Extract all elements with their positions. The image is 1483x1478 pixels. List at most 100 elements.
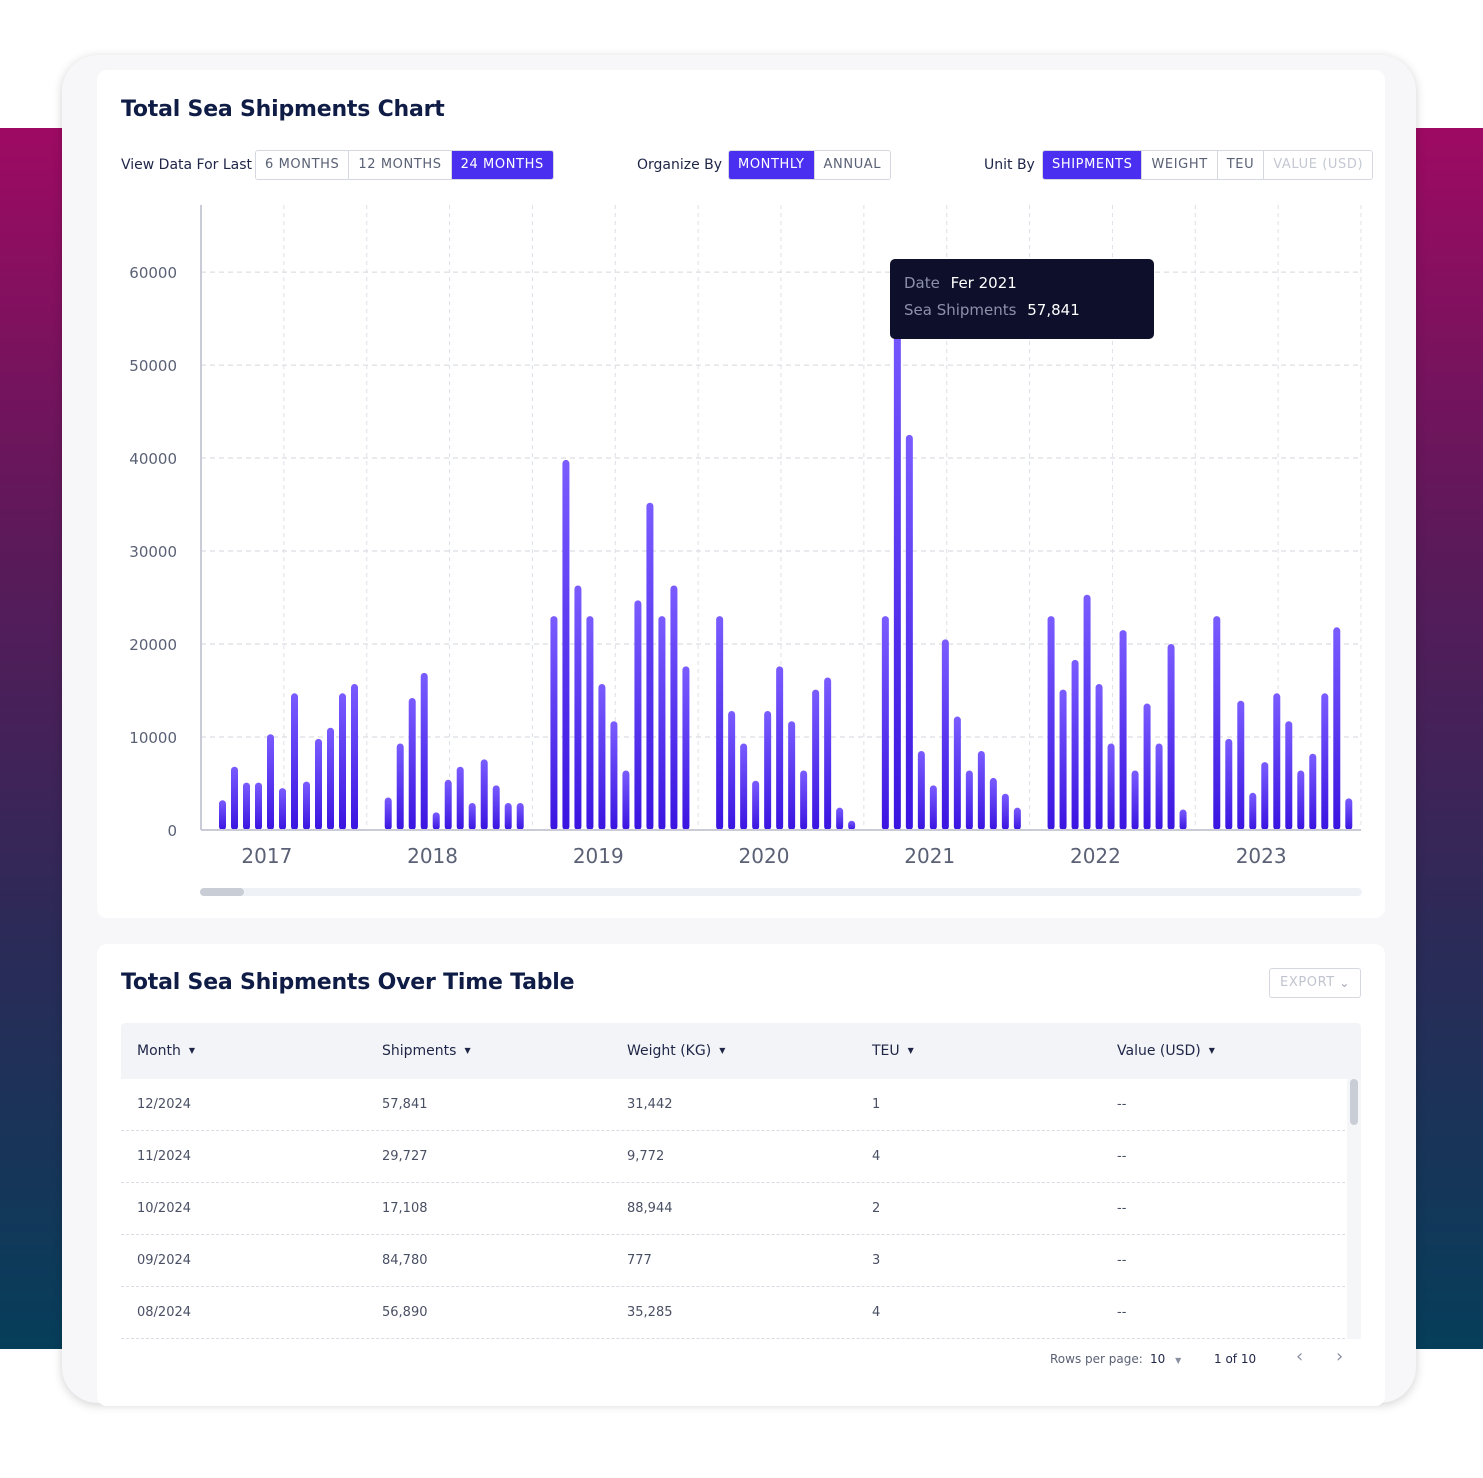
bar-2019-7 [622, 770, 630, 830]
table-title: Total Sea Shipments Over Time Table [121, 970, 575, 995]
unit-value-usd-button[interactable]: VALUE (USD) [1264, 151, 1373, 179]
export-label: EXPORT [1280, 975, 1335, 990]
bar-2017-7 [291, 693, 298, 830]
cell-shipments: 56,890 [382, 1305, 428, 1320]
x-tick-label: 2021 [904, 844, 955, 868]
bar-2020-11 [836, 807, 844, 830]
bar-2020-7 [788, 721, 796, 830]
x-tick-label: 2022 [1070, 844, 1121, 868]
bar-2021-1 [881, 616, 889, 830]
bar-2018-3 [408, 697, 416, 830]
chart-title: Total Sea Shipments Chart [121, 97, 445, 122]
bar-2022-3 [1071, 659, 1079, 830]
y-tick-label: 30000 [129, 543, 177, 561]
cell-teu: 4 [872, 1305, 881, 1320]
x-tick-label: 2019 [573, 844, 624, 868]
x-tick-label: 2020 [739, 844, 790, 868]
bar-2019-12 [682, 666, 690, 830]
unit-weight-button[interactable]: WEIGHT [1142, 151, 1218, 179]
bar-2017-4 [255, 782, 262, 830]
cell-shipments: 29,727 [382, 1149, 428, 1164]
bar-2017-5 [267, 734, 274, 830]
unit-teu-button[interactable]: TEU [1217, 151, 1265, 179]
organize-by-segmented: MONTHLY ANNUAL [728, 150, 892, 180]
export-button[interactable]: EXPORT ⌄ [1269, 968, 1361, 998]
cell-month: 09/2024 [137, 1253, 192, 1268]
shipments-bar-chart: 0 10000 20000 30000 40000 50000 60000 2017 2018 2… [129, 205, 1362, 868]
bar-2017-10 [327, 727, 334, 830]
bar-2022-11 [1167, 644, 1175, 830]
y-tick-label: 40000 [129, 450, 177, 468]
bar-2020-10 [824, 677, 832, 830]
tooltip-metric-key: Sea Shipments [904, 301, 1017, 319]
table-header: Month ▼ Shipments ▼ Weight (KG) ▼ TEU ▼ Valu… [121, 1023, 1361, 1079]
y-tick-label: 50000 [129, 357, 177, 375]
bar-2017-11 [339, 693, 346, 830]
bar-2017-3 [243, 782, 250, 830]
bar-2019-6 [610, 721, 618, 830]
cell-value: -- [1117, 1097, 1127, 1112]
bar-2021-10 [989, 777, 997, 830]
bar-2018-8 [468, 803, 476, 830]
bar-2023-6 [1273, 693, 1281, 830]
chart-scrollbar-thumb[interactable] [200, 888, 244, 896]
organize-annual-button[interactable]: ANNUAL [814, 151, 891, 179]
bar-2019-5 [598, 684, 606, 830]
bar-2021-2 [893, 292, 901, 830]
bar-2018-2 [396, 743, 404, 830]
bar-2017-6 [279, 788, 286, 830]
bar-2017-9 [315, 738, 322, 830]
bar-2020-1 [716, 616, 724, 830]
table-body: 12/2024 57,841 31,442 1 -- 11/2024 29,72… [121, 1079, 1345, 1339]
cell-month: 11/2024 [137, 1149, 192, 1164]
table-scrollbar-thumb[interactable] [1350, 1079, 1358, 1125]
column-header-teu[interactable]: TEU ▼ [872, 1023, 914, 1079]
organize-monthly-button[interactable]: MONTHLY [729, 151, 815, 179]
bar-2021-9 [977, 750, 985, 830]
bar-2020-2 [728, 710, 736, 830]
view-12-months-button[interactable]: 12 MONTHS [349, 151, 452, 179]
chevron-down-icon: ⌄ [1339, 976, 1350, 990]
rows-per-page-select[interactable]: 10 ▼ [1150, 1352, 1181, 1366]
bar-2020-3 [740, 743, 748, 830]
bar-2020-8 [800, 770, 808, 830]
cell-teu: 4 [872, 1149, 881, 1164]
bar-2018-10 [492, 785, 500, 830]
caret-down-icon: ▼ [1175, 1356, 1182, 1365]
column-header-weight[interactable]: Weight (KG) ▼ [627, 1023, 725, 1079]
cell-shipments: 84,780 [382, 1253, 428, 1268]
column-header-month[interactable]: Month ▼ [137, 1023, 195, 1079]
column-header-shipments[interactable]: Shipments ▼ [382, 1023, 471, 1079]
bar-2023-10 [1321, 693, 1329, 830]
x-tick-label: 2017 [241, 844, 292, 868]
bar-2023-3 [1237, 700, 1245, 830]
bar-2019-2 [562, 459, 570, 830]
bar-2017-2 [231, 766, 238, 830]
bar-2018-7 [456, 766, 464, 830]
chart-horizontal-scrollbar[interactable] [200, 888, 1362, 896]
table-vertical-scrollbar[interactable] [1347, 1079, 1361, 1339]
bar-2019-8 [634, 600, 642, 830]
bar-2020-4 [752, 780, 760, 830]
next-page-icon[interactable]: › [1336, 1346, 1344, 1367]
bar-2019-3 [574, 585, 582, 830]
cell-weight: 88,944 [627, 1201, 673, 1216]
table-row: 11/2024 29,727 9,772 4 -- [121, 1131, 1345, 1183]
bar-2021-5 [929, 785, 937, 830]
view-6-months-button[interactable]: 6 MONTHS [256, 151, 350, 179]
column-month-label: Month [137, 1043, 181, 1059]
column-header-value[interactable]: Value (USD) ▼ [1117, 1023, 1215, 1079]
y-tick-label: 20000 [129, 636, 177, 654]
bar-2018-1 [384, 797, 392, 830]
bar-2022-2 [1059, 689, 1067, 830]
bar-2021-6 [941, 639, 949, 830]
view-24-months-button[interactable]: 24 MONTHS [451, 151, 553, 179]
unit-shipments-button[interactable]: SHIPMENTS [1043, 151, 1143, 179]
y-tick-label: 10000 [129, 729, 177, 747]
cell-value: -- [1117, 1149, 1127, 1164]
tooltip-date-value: Fer 2021 [950, 274, 1017, 292]
prev-page-icon[interactable]: ‹ [1296, 1346, 1304, 1367]
sort-caret-icon: ▼ [188, 1046, 196, 1055]
bar-2023-12 [1345, 798, 1353, 830]
x-tick-label: 2023 [1236, 844, 1287, 868]
